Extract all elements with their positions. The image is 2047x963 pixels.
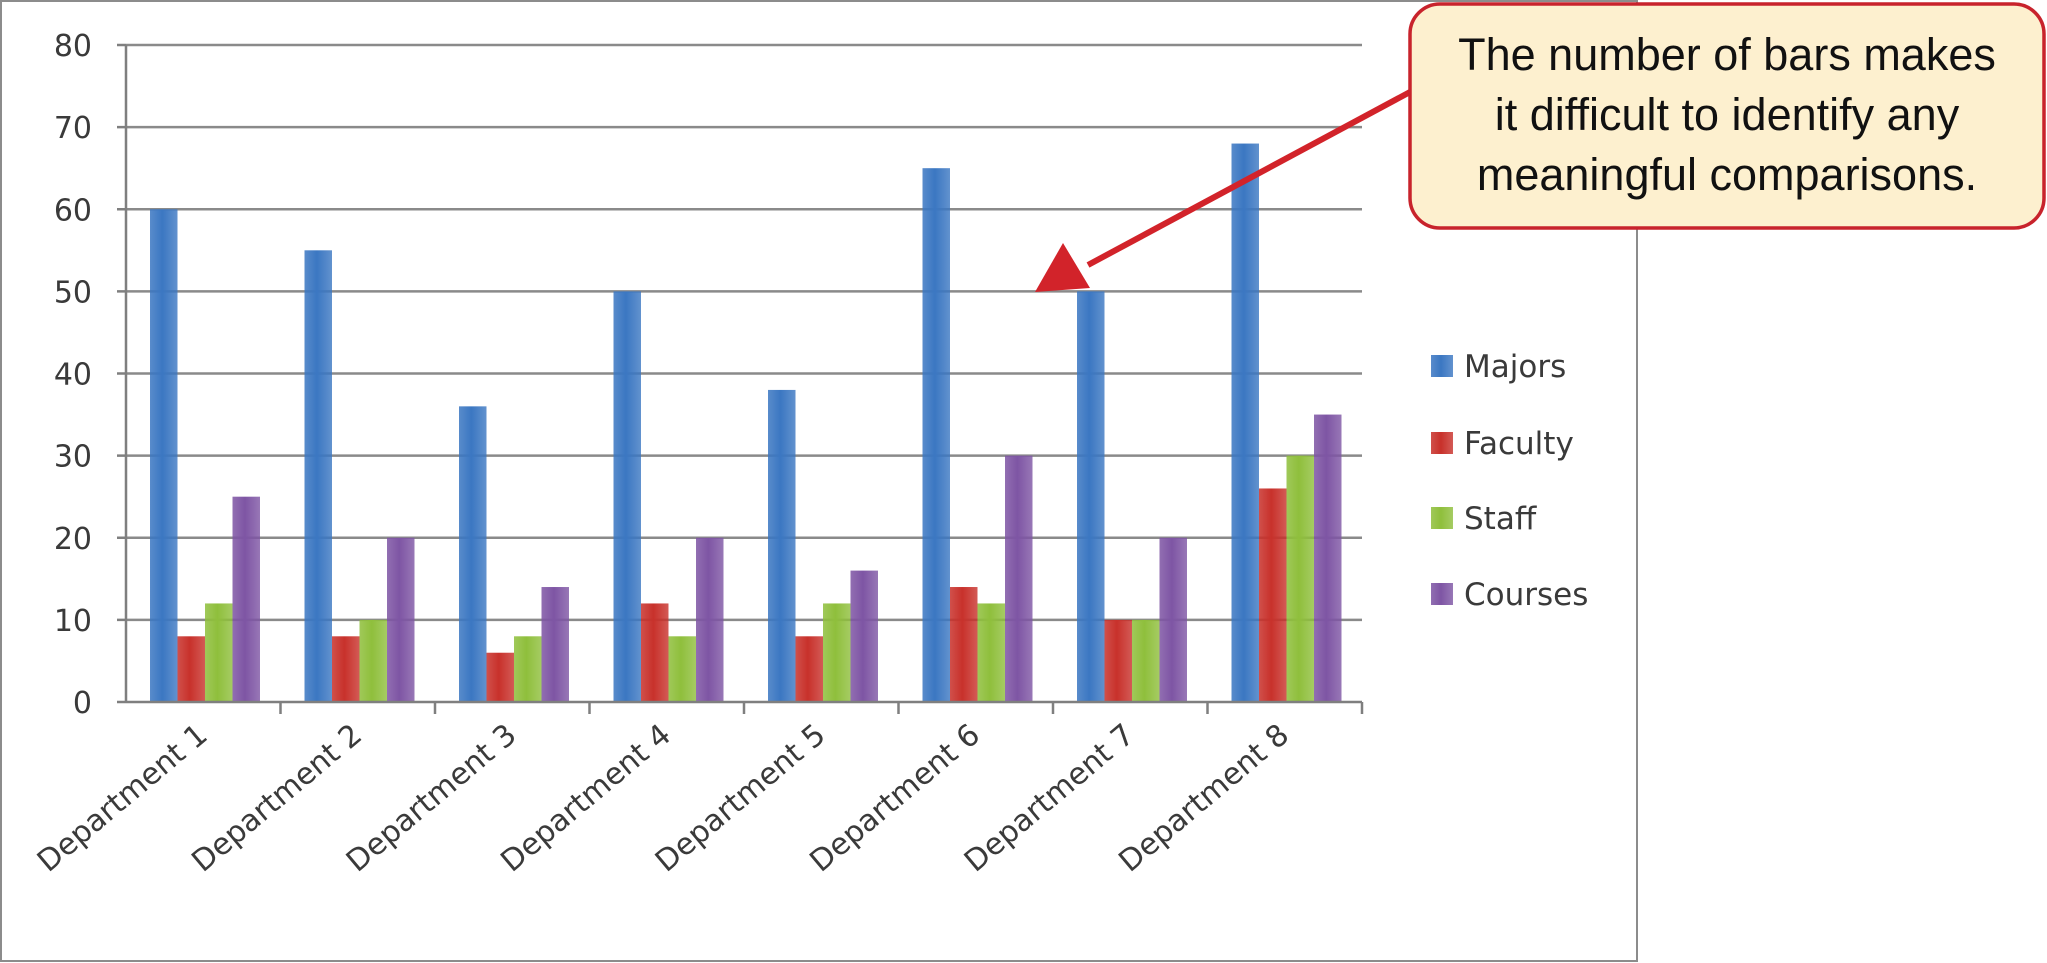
bar-majors-6 (922, 168, 950, 702)
legend-label-faculty: Faculty (1464, 426, 1574, 462)
bar-faculty-4 (641, 603, 669, 702)
bar-faculty-5 (795, 636, 823, 702)
legend-swatch-faculty (1431, 432, 1453, 454)
bar-courses-2 (387, 537, 415, 702)
legend: Majors Faculty Staff Courses (1431, 349, 1588, 613)
y-tick-label: 60 (54, 193, 92, 228)
bar-staff-7 (1132, 619, 1160, 702)
legend-label-courses: Courses (1464, 577, 1588, 613)
callout-arrow-head (1035, 243, 1090, 292)
bar-faculty-7 (1104, 619, 1132, 702)
bar-majors-5 (768, 389, 796, 702)
bar-faculty-8 (1259, 488, 1287, 702)
bar-faculty-1 (177, 636, 205, 702)
bar-majors-2 (304, 250, 332, 702)
bar-majors-7 (1077, 291, 1105, 702)
legend-swatch-majors (1431, 355, 1453, 377)
y-axis-ticks: 0 10 20 30 40 50 60 70 80 (54, 29, 92, 721)
callout-text-line-1: The number of bars makes (1458, 29, 1996, 80)
bars (150, 143, 1342, 703)
y-tick-label: 70 (54, 111, 92, 146)
legend-label-majors: Majors (1464, 349, 1566, 385)
callout-text-line-2: it difficult to identify any (1495, 89, 1960, 140)
bar-staff-6 (977, 603, 1005, 702)
bar-majors-4 (613, 291, 641, 702)
bar-courses-8 (1314, 414, 1342, 702)
callout-box (1408, 2, 2046, 230)
bar-majors-8 (1231, 143, 1259, 703)
y-tick-label: 80 (54, 29, 92, 64)
y-tick-label: 50 (54, 275, 92, 310)
bar-courses-3 (541, 587, 569, 702)
bar-faculty-3 (486, 652, 514, 702)
callout-text-line-3: meaningful comparisons. (1477, 149, 1977, 200)
y-tick-label: 20 (54, 522, 92, 557)
axes (117, 43, 1364, 714)
y-tick-label: 0 (73, 686, 92, 721)
bar-staff-8 (1286, 455, 1314, 702)
y-tick-label: 30 (54, 440, 92, 475)
legend-label-staff: Staff (1464, 501, 1537, 537)
bar-courses-7 (1159, 537, 1187, 702)
bar-staff-3 (514, 636, 542, 702)
bar-staff-5 (823, 603, 851, 702)
bar-faculty-2 (332, 636, 360, 702)
bar-majors-1 (150, 209, 178, 702)
bar-staff-1 (205, 603, 233, 702)
bar-staff-2 (359, 619, 387, 702)
bar-courses-4 (696, 537, 724, 702)
bar-courses-1 (232, 496, 260, 702)
y-tick-label: 40 (54, 358, 92, 393)
bar-courses-6 (1005, 455, 1033, 702)
bar-faculty-6 (950, 587, 978, 702)
y-tick-label: 10 (54, 604, 92, 639)
chart-frame (0, 0, 1638, 962)
bar-staff-4 (668, 636, 696, 702)
legend-swatch-courses (1431, 583, 1453, 605)
legend-swatch-staff (1431, 507, 1453, 529)
callout-arrow-shaft (1086, 89, 1412, 268)
bar-majors-3 (459, 406, 487, 702)
bar-courses-5 (850, 570, 878, 702)
callout-annotation: The number of bars makes it difficult to… (1035, 2, 2046, 292)
